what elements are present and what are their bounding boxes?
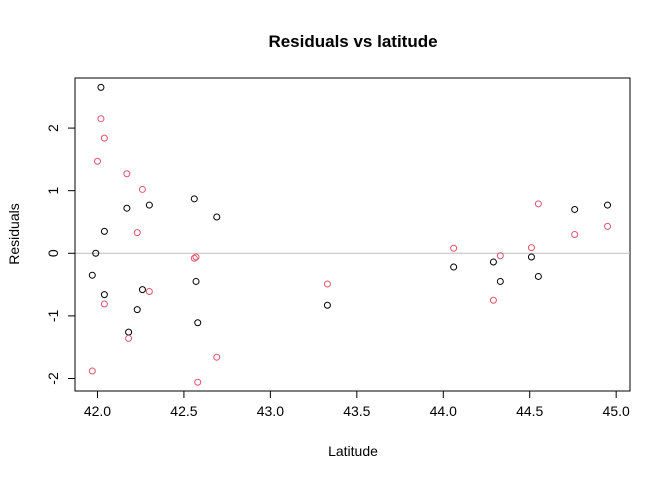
x-tick-label: 43.0: [257, 403, 284, 419]
data-point-red: [190, 254, 198, 262]
data-point-black: [194, 319, 202, 327]
data-point-red: [527, 244, 535, 252]
x-tick-label: 45.0: [603, 403, 630, 419]
data-point-black: [527, 253, 535, 261]
data-point-red: [489, 296, 497, 304]
data-point-red: [123, 170, 131, 178]
data-point-red: [125, 334, 133, 342]
data-point-black: [604, 201, 612, 209]
data-point-red: [450, 244, 458, 252]
plot-frame: [74, 77, 631, 392]
y-axis-label: Residuals: [6, 203, 22, 264]
data-point-red: [604, 222, 612, 230]
data-point-red: [138, 185, 146, 193]
y-tick-label: -1: [45, 309, 61, 322]
data-point-red: [100, 134, 108, 142]
data-point-black: [123, 204, 131, 212]
data-point-red: [88, 367, 96, 375]
data-point-black: [100, 227, 108, 235]
data-point-red: [100, 300, 108, 308]
data-point-black: [496, 277, 504, 285]
x-tick-label: 42.5: [170, 403, 197, 419]
x-tick-label: 42.0: [84, 403, 111, 419]
x-tick-label: 43.5: [343, 403, 370, 419]
chart-title: Residuals vs latitude: [268, 32, 437, 51]
data-point-black: [145, 201, 153, 209]
data-point-red: [133, 229, 141, 237]
data-point-red: [192, 253, 200, 261]
data-point-black: [213, 213, 221, 221]
data-points: [88, 83, 612, 386]
data-point-red: [93, 157, 101, 165]
y-tick-label: 0: [45, 249, 61, 257]
data-point-black: [100, 291, 108, 299]
data-point-black: [534, 272, 542, 280]
y-tick-label: 2: [45, 124, 61, 132]
data-point-red: [571, 231, 579, 238]
data-point-black: [92, 249, 100, 257]
data-point-red: [534, 200, 542, 208]
data-point-black: [97, 83, 105, 91]
data-point-black: [323, 301, 331, 309]
y-tick-label: -2: [45, 372, 61, 385]
data-point-red: [145, 287, 153, 295]
data-point-black: [138, 286, 146, 294]
data-point-red: [194, 378, 202, 386]
data-point-red: [213, 353, 221, 361]
data-point-black: [192, 277, 200, 285]
y-axis: -2 -1 0 1 2: [45, 124, 76, 385]
x-tick-label: 44.0: [430, 403, 457, 419]
data-point-black: [571, 205, 579, 213]
x-axis: 42.0 42.5 43.0 43.5 44.0 44.5 45.0: [84, 390, 630, 419]
data-point-black: [450, 263, 458, 271]
data-point-black: [125, 328, 133, 336]
data-point-black: [133, 306, 141, 314]
data-point-black: [489, 258, 497, 266]
y-tick-label: 1: [45, 187, 61, 195]
data-point-red: [496, 252, 504, 260]
data-point-red: [323, 280, 331, 288]
x-tick-label: 44.5: [516, 403, 543, 419]
data-point-black: [190, 195, 198, 203]
data-point-black: [88, 271, 96, 279]
data-point-red: [97, 115, 105, 123]
x-axis-label: Latitude: [328, 443, 378, 459]
